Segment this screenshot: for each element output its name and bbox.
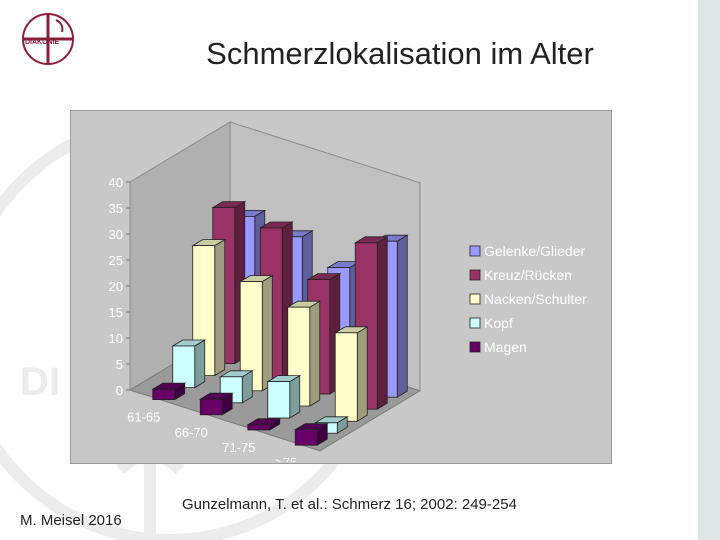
bar-side [309, 300, 321, 407]
bar [199, 398, 223, 416]
y-tick-label: 35 [109, 201, 123, 216]
bar-side [376, 236, 388, 410]
bar-side [356, 326, 368, 422]
legend-swatch [469, 341, 481, 353]
legend-label: Kreuz/Rücken [484, 267, 572, 283]
x-tick-label: 61-65 [127, 410, 160, 425]
bar [172, 345, 196, 388]
slide-title: Schmerzlokalisation im Alter [206, 36, 594, 71]
svg-text:DIAKONIE: DIAKONIE [25, 39, 60, 46]
legend-label: Gelenke/Glieder [484, 243, 586, 259]
y-tick-label: 30 [109, 227, 123, 242]
bar-side [214, 238, 226, 377]
x-tick-label: >75 [275, 455, 297, 462]
bar [294, 429, 318, 446]
y-tick-label: 10 [109, 331, 123, 346]
svg-text:DI: DI [20, 360, 60, 404]
bar [267, 381, 291, 419]
bar-side [396, 234, 408, 398]
citation-text: Gunzelmann, T. et al.: Schmerz 16; 2002:… [182, 496, 517, 513]
bar [334, 332, 358, 422]
bar [152, 388, 176, 401]
y-tick-label: 5 [116, 357, 123, 372]
x-tick-label: 66-70 [175, 425, 208, 440]
legend-label: Magen [484, 339, 527, 355]
right-decor-stripe [698, 0, 720, 540]
bar-chart: 0 5 10 15 20 25 30 35 40 61-65 66-70 71-75 >75 Gelenk… [109, 121, 587, 462]
y-tick-label: 25 [109, 253, 123, 268]
legend-label: Kopf [484, 315, 513, 331]
legend-swatch [469, 317, 481, 329]
bar [247, 424, 271, 431]
legend-label: Nacken/Schulter [484, 291, 587, 307]
y-tick-label: 40 [109, 175, 123, 190]
legend-swatch [469, 269, 481, 281]
diakonie-logo-icon: DIAKONIE [22, 13, 74, 65]
author-label: M. Meisel 2016 [20, 512, 122, 529]
y-tick-label: 15 [109, 305, 123, 320]
y-tick-label: 0 [116, 383, 123, 398]
bar-side [194, 339, 206, 389]
bar-side [261, 274, 273, 392]
legend-swatch [469, 245, 481, 257]
x-tick-label: 71-75 [222, 440, 255, 455]
bar-side [289, 374, 301, 419]
y-tick-label: 20 [109, 279, 123, 294]
legend-swatch [469, 293, 481, 305]
